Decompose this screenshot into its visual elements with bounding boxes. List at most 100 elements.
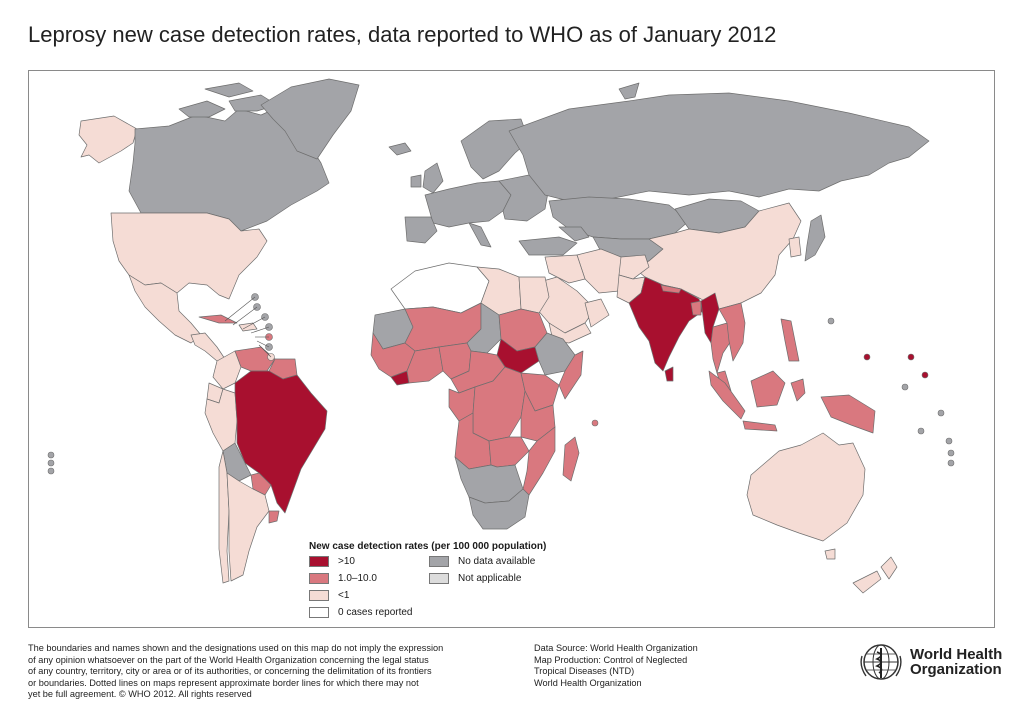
region-zambia — [488, 436, 530, 468]
island-marker — [945, 437, 953, 445]
source-line: Data Source: World Health Organization — [534, 643, 698, 653]
island-marker — [591, 419, 599, 427]
region-arctic-islands-1 — [178, 100, 226, 118]
region-bangladesh — [690, 300, 702, 316]
region-australia — [746, 432, 866, 542]
region-turkey — [518, 236, 578, 256]
legend-label: <1 — [338, 590, 350, 601]
region-greenland — [260, 78, 360, 160]
region-western-europe — [424, 180, 512, 228]
caribbean-callout-lines — [224, 296, 272, 358]
region-iceland — [388, 142, 412, 156]
region-ireland — [410, 174, 422, 188]
legend-item-nodata: No data available — [429, 556, 535, 567]
island-marker — [863, 353, 871, 361]
region-brazil — [234, 370, 328, 514]
region-italy — [468, 222, 492, 248]
region-south-africa — [468, 488, 530, 530]
island-marker — [921, 371, 929, 379]
region-argentina — [226, 472, 270, 582]
island-marker — [947, 459, 955, 467]
source-line: Map Production: Control of Neglected — [534, 654, 688, 665]
island-marker — [47, 467, 55, 475]
region-mozambique — [522, 426, 556, 496]
region-peru — [204, 388, 238, 452]
legend-label: >10 — [338, 556, 355, 567]
region-india — [628, 276, 704, 372]
region-arctic-islands-3 — [204, 82, 254, 98]
region-philippines — [780, 318, 800, 362]
region-nepal — [660, 284, 682, 294]
disclaimer-line: or boundaries. Dotted lines on maps repr… — [28, 677, 419, 688]
legend-label: 0 cases reported — [338, 607, 413, 618]
region-oman — [584, 298, 610, 328]
region-tasmania — [824, 548, 836, 560]
legend-item-zero: 0 cases reported — [309, 607, 413, 618]
region-new-zealand-s — [852, 570, 882, 594]
region-sulawesi — [790, 378, 806, 402]
island-marker — [917, 427, 925, 435]
region-vietnam-laos — [718, 302, 746, 362]
disclaimer-line: yet be full agreement. © WHO 2012. All r… — [28, 689, 252, 700]
region-sri-lanka — [664, 366, 674, 382]
island-marker — [947, 449, 955, 457]
legend-item-gt10: >10 — [309, 556, 355, 567]
island-marker — [901, 383, 909, 391]
map-title: Leprosy new case detection rates, data r… — [28, 22, 777, 47]
region-new-guinea — [820, 394, 876, 434]
region-afghanistan — [618, 254, 650, 280]
legend-swatch-nodata — [429, 556, 449, 567]
region-cuba — [198, 314, 238, 324]
who-logo-line1: World Health — [910, 646, 1003, 663]
legend-item-mid: 1.0–10.0 — [309, 573, 377, 584]
source-line: Tropical Diseases (NTD) — [534, 666, 635, 677]
legend-item-not-applicable: Not applicable — [429, 573, 521, 584]
region-central-america — [190, 332, 226, 362]
legend-swatch-gt10 — [309, 556, 329, 567]
region-alaska — [78, 115, 138, 164]
island-marker — [47, 459, 55, 467]
who-emblem-icon — [860, 644, 902, 680]
island-marker — [937, 409, 945, 417]
island-marker — [47, 451, 55, 459]
region-canada — [128, 106, 330, 232]
legend-swatch-not-applicable — [429, 573, 449, 584]
region-caucasus — [558, 226, 590, 242]
region-japan — [804, 214, 826, 262]
island-marker — [907, 353, 915, 361]
region-russia — [508, 92, 930, 202]
legend-swatch-zero — [309, 607, 329, 618]
region-korea — [788, 236, 802, 258]
who-logo: World Health Organization — [858, 642, 1002, 682]
region-morocco-algeria — [390, 262, 490, 314]
disclaimer-line: of any opinion whatsoever on the part of… — [28, 654, 429, 665]
region-novaya-zemlya — [618, 82, 640, 100]
legend-title: New case detection rates (per 100 000 po… — [309, 541, 547, 552]
region-uruguay — [268, 510, 280, 524]
legend-label: Not applicable — [458, 573, 522, 584]
region-borneo — [750, 370, 786, 408]
map-legend: New case detection rates (per 100 000 po… — [309, 541, 569, 626]
region-somalia — [558, 350, 584, 400]
who-logo-text: World Health Organization — [910, 647, 1002, 677]
region-uk — [422, 162, 444, 194]
disclaimer-line: The boundaries and names shown and the d… — [28, 643, 444, 653]
region-sumatra — [708, 370, 746, 420]
source-line: World Health Organization — [534, 677, 642, 688]
legend-label: No data available — [458, 556, 536, 567]
region-egypt — [518, 276, 550, 314]
world-map — [28, 70, 995, 628]
region-java — [742, 420, 778, 432]
who-logo-line2: Organization — [910, 661, 1002, 678]
region-paraguay — [250, 472, 272, 496]
legend-item-lt1: <1 — [309, 590, 349, 601]
region-iraq-syria — [544, 254, 586, 284]
region-iberia — [404, 216, 438, 244]
disclaimer-line: of any country, territory, city or area … — [28, 666, 432, 677]
disclaimer-text: The boundaries and names shown and the d… — [28, 643, 498, 701]
region-mexico — [128, 274, 202, 344]
legend-label: 1.0–10.0 — [338, 573, 377, 584]
region-hispaniola — [238, 322, 258, 332]
data-source-text: Data Source: World Health Organization M… — [534, 643, 734, 689]
region-madagascar — [562, 436, 580, 482]
